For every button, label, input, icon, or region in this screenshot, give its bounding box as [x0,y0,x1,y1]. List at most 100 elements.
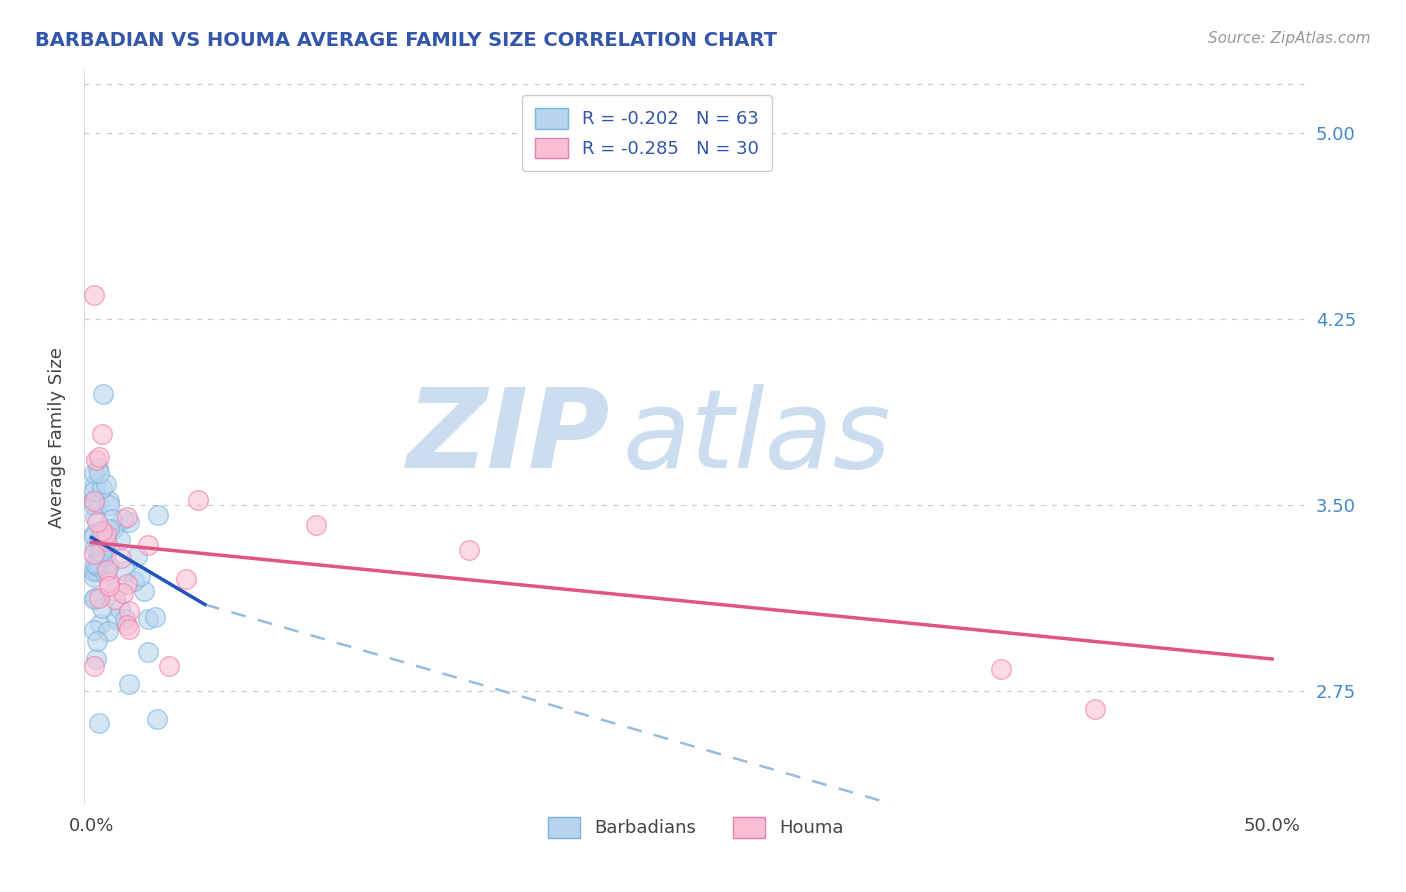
Point [104,592,127,607]
Point [117,604,139,618]
Point [83,498,105,512]
Point [114,564,136,578]
Point [86,559,108,574]
Point [117,618,139,632]
Point [111,512,134,526]
Point [87,716,110,731]
Point [84,564,107,578]
Text: BARBADIAN VS HOUMA AVERAGE FAMILY SIZE CORRELATION CHART: BARBADIAN VS HOUMA AVERAGE FAMILY SIZE C… [35,31,778,50]
Point [83,527,105,541]
Point [87,557,110,571]
Point [91,524,114,538]
Point [136,612,159,626]
Point [94,530,117,544]
Point [136,645,159,659]
Point [83,547,105,561]
Text: Source: ZipAtlas.com: Source: ZipAtlas.com [1208,31,1371,46]
Point [91,386,114,401]
Point [90,426,112,441]
Point [84,558,107,572]
Point [87,554,110,568]
Legend: Barbadians, Houma: Barbadians, Houma [540,810,852,845]
Text: atlas: atlas [623,384,891,491]
Text: ZIP: ZIP [406,384,610,491]
Point [108,533,131,547]
Point [87,591,110,605]
Point [89,525,111,540]
Point [86,516,108,530]
Point [83,570,105,584]
Point [110,602,132,616]
Point [83,466,105,480]
Point [118,515,141,529]
Point [84,652,107,666]
Point [136,538,159,552]
Point [83,483,105,498]
Point [110,551,132,566]
Point [187,493,209,508]
Point [94,527,117,541]
Point [98,575,121,590]
Point [94,549,117,563]
Point [97,523,120,537]
Point [84,563,107,577]
Point [96,563,118,577]
Point [98,498,121,512]
Point [94,534,117,549]
Point [128,569,150,583]
Point [91,481,114,495]
Point [103,522,125,536]
Point [143,609,166,624]
Point [87,547,110,561]
Point [86,633,108,648]
Point [97,579,120,593]
Point [101,512,124,526]
Point [114,612,136,626]
Point [83,509,105,524]
Point [146,713,169,727]
Point [84,541,107,555]
Point [157,659,180,673]
Point [86,452,108,467]
Point [83,564,105,578]
Point [97,540,120,554]
Point [1084,701,1107,715]
Point [115,509,138,524]
Point [87,450,110,464]
Point [83,287,105,301]
Point [125,549,148,564]
Point [104,583,127,598]
Point [96,476,118,491]
Point [87,497,110,511]
Point [83,492,105,507]
Point [305,518,328,533]
Point [83,623,105,637]
Point [122,574,145,588]
Point [118,622,141,636]
Point [84,591,107,605]
Point [115,576,138,591]
Point [174,572,197,586]
Point [458,542,481,557]
Point [98,494,121,508]
Point [97,558,120,573]
Point [94,566,117,580]
Point [91,601,114,615]
Point [118,677,141,691]
Point [89,617,111,632]
Point [111,586,134,600]
Point [90,545,112,559]
Point [83,492,105,507]
Point [146,508,169,522]
Point [87,467,110,481]
Point [93,528,115,542]
Point [134,583,156,598]
Y-axis label: Average Family Size: Average Family Size [48,347,66,527]
Point [83,494,105,508]
Point [990,662,1012,676]
Point [83,529,105,543]
Point [105,612,128,626]
Point [83,592,105,607]
Point [97,624,120,639]
Point [83,659,105,673]
